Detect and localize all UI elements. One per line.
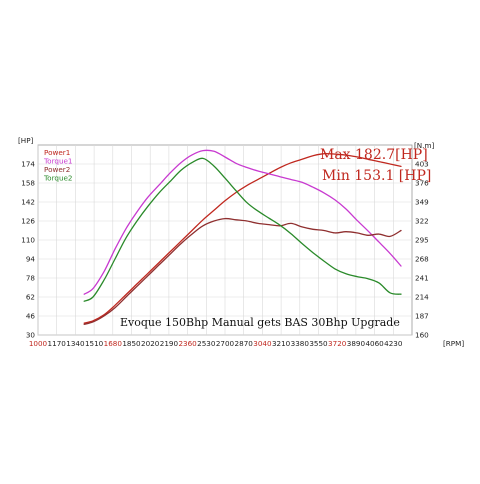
y-right-tick-label: 349 bbox=[415, 198, 429, 207]
x-tick-label: 1850 bbox=[122, 339, 141, 348]
y-left-tick-label: 158 bbox=[21, 179, 35, 188]
legend-item-torque1: Torque1 bbox=[43, 157, 73, 166]
annotation-min: Min 153.1 [HP] bbox=[322, 168, 431, 184]
series-line-torque2 bbox=[83, 157, 402, 302]
x-tick-label: 4230 bbox=[384, 339, 403, 348]
y-left-tick-label: 94 bbox=[26, 255, 36, 264]
y-left-tick-label: 62 bbox=[26, 293, 35, 302]
y-left-tick-label: 110 bbox=[21, 236, 35, 245]
x-tick-label: 2700 bbox=[216, 339, 235, 348]
x-tick-label: 3040 bbox=[253, 339, 272, 348]
x-tick-label: 3720 bbox=[328, 339, 347, 348]
series-lines bbox=[83, 149, 402, 325]
y-left-axis-label: [HP] bbox=[18, 136, 34, 145]
chart-title: Evoque 150Bhp Manual gets BAS 30Bhp Upgr… bbox=[120, 316, 400, 329]
y-left-tick-label: 174 bbox=[21, 160, 35, 169]
x-tick-label: 1340 bbox=[66, 339, 85, 348]
y-right-axis-label: [N.m] bbox=[414, 141, 434, 150]
y-left-tick-label: 78 bbox=[26, 274, 36, 283]
x-tick-labels: 1000 1170 1340 1510 1680 1850 2020 2190 2360 2530… bbox=[29, 339, 403, 348]
x-tick-label: 2020 bbox=[141, 339, 160, 348]
legend-item-power2: Power2 bbox=[44, 165, 70, 174]
y-left-tick-label: 126 bbox=[21, 217, 35, 226]
x-tick-label: 3550 bbox=[309, 339, 328, 348]
y-left-tick-labels: 30 46 62 78 94 110 126 142 158 174 bbox=[21, 160, 35, 340]
y-left-tick-label: 46 bbox=[26, 312, 36, 321]
y-left-tick-label: 30 bbox=[26, 331, 36, 340]
x-tick-label: 1170 bbox=[48, 339, 67, 348]
y-right-tick-label: 322 bbox=[415, 217, 429, 226]
legend-item-power1: Power1 bbox=[44, 148, 70, 157]
x-tick-label: 3210 bbox=[272, 339, 291, 348]
x-axis-label: [RPM] bbox=[443, 339, 464, 348]
x-tick-label: 2190 bbox=[160, 339, 179, 348]
x-tick-label: 1510 bbox=[85, 339, 104, 348]
x-tick-label: 1680 bbox=[104, 339, 123, 348]
y-right-tick-label: 376 bbox=[415, 179, 429, 188]
x-tick-label: 3380 bbox=[291, 339, 310, 348]
series-line-power2 bbox=[83, 217, 402, 325]
series-line-power1 bbox=[83, 152, 402, 324]
y-left-tick-label: 142 bbox=[21, 198, 35, 207]
x-tick-label: 4060 bbox=[365, 339, 384, 348]
y-right-tick-label: 241 bbox=[415, 274, 429, 283]
x-tick-label: 3890 bbox=[347, 339, 366, 348]
y-right-tick-label: 187 bbox=[415, 312, 429, 321]
x-tick-label: 2530 bbox=[197, 339, 216, 348]
y-right-tick-label: 214 bbox=[415, 293, 429, 302]
annotation-max: Max 182.7[HP] bbox=[320, 147, 428, 163]
gridlines bbox=[37, 145, 412, 336]
y-right-tick-label: 268 bbox=[415, 255, 429, 264]
series-line-torque1 bbox=[83, 149, 402, 295]
y-right-tick-label: 160 bbox=[415, 331, 429, 340]
x-tick-label: 2360 bbox=[178, 339, 197, 348]
legend-item-torque2: Torque2 bbox=[43, 174, 73, 183]
y-right-tick-labels: 160 187 214 241 268 295 322 349 376 403 bbox=[415, 160, 429, 340]
y-right-tick-label: 403 bbox=[415, 160, 429, 169]
x-tick-label: 1000 bbox=[29, 339, 48, 348]
x-tick-label: 2870 bbox=[235, 339, 254, 348]
y-right-tick-label: 295 bbox=[415, 236, 429, 245]
